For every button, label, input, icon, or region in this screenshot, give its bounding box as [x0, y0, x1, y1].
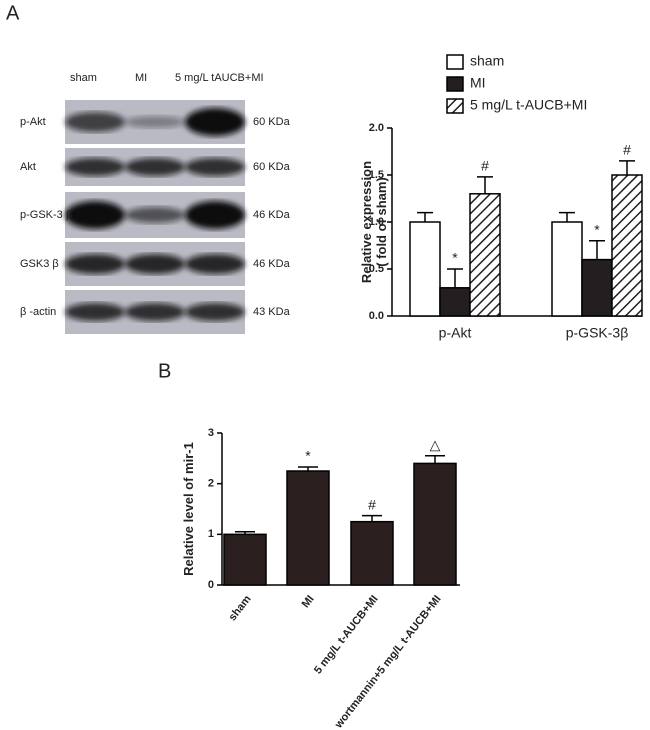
annotation: *: [594, 222, 600, 238]
bar: [469, 193, 501, 317]
blot-band: [185, 254, 245, 274]
y-axis-label: Relative expression( fold of sham): [359, 161, 389, 283]
error-bar: [425, 455, 445, 464]
bar: [409, 221, 441, 317]
blot-band: [65, 254, 125, 274]
error-bar: [477, 176, 493, 194]
blot-band: [125, 254, 185, 274]
blot-band: [125, 158, 185, 176]
lane-label: MI: [135, 72, 147, 84]
blot-band: [185, 108, 245, 136]
bar: [223, 533, 267, 586]
x-tick-label: wortmannin+5 mg/L t-AUCB+MI: [332, 593, 444, 730]
blot-band: [185, 303, 245, 321]
x-tick-label: p-Akt: [439, 325, 472, 341]
bar: [611, 174, 643, 317]
blot-band: [125, 303, 185, 321]
size-label: 46 KDa: [253, 209, 291, 221]
row-label: GSK3 β: [20, 258, 59, 270]
annotation: #: [368, 496, 376, 512]
bar: [551, 221, 583, 317]
bar: [413, 462, 457, 586]
x-tick-label: p-GSK-3β: [566, 325, 629, 341]
y-axis-label-line: ( fold of sham): [374, 177, 389, 267]
row-label: p-Akt: [20, 116, 46, 128]
blot-band: [65, 303, 125, 321]
error-bar: [362, 514, 382, 522]
bar: [439, 287, 471, 317]
y-tick-label: 2: [208, 478, 214, 490]
blot-band: [125, 207, 185, 223]
y-tick-label: 1: [208, 528, 214, 540]
bar: [581, 258, 613, 317]
panel-label: B: [158, 360, 171, 382]
size-label: 46 KDa: [253, 258, 291, 270]
legend-label: MI: [470, 75, 486, 91]
y-tick-label: 0: [208, 579, 214, 591]
y-axis-label: Relative level of mir-1: [181, 442, 196, 576]
y-tick-label: 0.5: [369, 263, 384, 275]
row-label: β -actin: [20, 306, 56, 318]
size-label: 60 KDa: [253, 116, 291, 128]
y-tick-label: 0.0: [369, 310, 384, 322]
x-tick-label: 5 mg/L t-AUCB+MI: [312, 593, 381, 676]
x-tick-label: MI: [300, 593, 317, 610]
size-label: 43 KDa: [253, 306, 291, 318]
blot-band: [185, 201, 245, 229]
error-bar: [619, 160, 635, 175]
y-tick-label: 1.5: [369, 169, 384, 181]
blot-band: [65, 158, 125, 176]
legend-swatch: [446, 76, 464, 92]
bar: [350, 520, 394, 586]
y-tick-label: 1.0: [369, 216, 384, 228]
y-tick-label: 3: [208, 427, 214, 439]
error-bar: [298, 466, 318, 471]
annotation: *: [305, 448, 311, 464]
error-bar: [447, 268, 463, 288]
legend-swatch: [446, 98, 464, 114]
lane-label: 5 mg/L tAUCB+MI: [175, 72, 264, 84]
bar: [286, 470, 330, 586]
annotation: #: [623, 142, 631, 158]
blot-band: [65, 201, 125, 229]
x-tick-label: sham: [226, 593, 253, 623]
blot-band: [65, 112, 125, 132]
error-bar: [559, 211, 575, 222]
error-bar: [589, 240, 605, 260]
panel-label: A: [6, 2, 20, 24]
error-bar: [235, 531, 255, 535]
legend-swatch: [446, 54, 464, 70]
annotation: *: [452, 250, 458, 266]
annotation: △: [430, 437, 441, 453]
row-label: p-GSK-3 β: [20, 209, 72, 221]
legend-label: 5 mg/L t-AUCB+MI: [470, 97, 587, 113]
size-label: 60 KDa: [253, 161, 291, 173]
legend-label: sham: [470, 53, 504, 69]
lane-label: sham: [70, 72, 97, 84]
blot-band: [125, 116, 185, 128]
y-axis-label-line: Relative expression: [359, 161, 374, 283]
y-tick-label: 2.0: [369, 122, 384, 134]
annotation: #: [481, 158, 489, 174]
blot-band: [185, 158, 245, 176]
error-bar: [417, 211, 433, 222]
y-axis-label-line: Relative level of mir-1: [181, 442, 196, 576]
row-label: Akt: [20, 161, 36, 173]
